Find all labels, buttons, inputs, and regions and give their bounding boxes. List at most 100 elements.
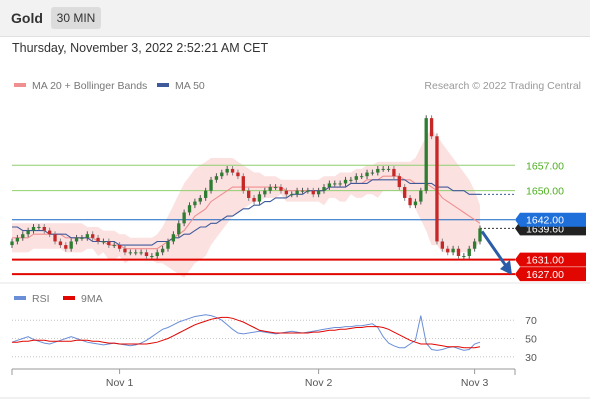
candle-body — [171, 234, 176, 242]
candle-body — [456, 248, 461, 256]
candle-body — [279, 187, 283, 191]
pivot-tag — [515, 212, 586, 227]
candle-body — [263, 190, 267, 195]
candle-body — [74, 237, 79, 242]
candle-body — [322, 187, 326, 191]
candle-body — [177, 223, 181, 235]
candle-body — [311, 190, 315, 195]
candle-body — [166, 241, 170, 249]
candle-body — [446, 248, 450, 253]
credit-text: Research © 2022 Trading Central — [424, 80, 581, 92]
candle-body — [284, 190, 289, 195]
rsi-tick-label: 70 — [525, 315, 537, 327]
support-4-tag-label: 1631.00 — [526, 255, 564, 267]
candle-body — [230, 168, 235, 173]
candle-body — [338, 183, 342, 185]
candle-body — [58, 241, 63, 246]
candle-body — [69, 241, 73, 249]
candle-body — [413, 201, 418, 206]
candle-body — [241, 176, 245, 191]
candle-body — [435, 136, 439, 242]
candle-body — [123, 248, 127, 253]
forecast-arrow-shaft — [480, 230, 508, 267]
candle-body — [257, 194, 262, 202]
candle-body — [376, 168, 380, 173]
resistance-label-1: 1650.00 — [526, 186, 564, 198]
9ma-swatch — [63, 296, 75, 301]
candle-body — [472, 241, 477, 249]
candle-body — [203, 190, 208, 198]
candle-body — [273, 187, 278, 189]
candle-body — [343, 179, 348, 184]
candle-body — [187, 205, 192, 213]
candle-body — [160, 248, 165, 253]
candle-body — [403, 187, 407, 198]
legend-9ma: 9MA — [63, 293, 103, 305]
ma50-line — [12, 179, 480, 246]
support-4-tag — [515, 252, 586, 267]
candle-body — [268, 187, 272, 191]
x-tick-label: Nov 2 — [305, 377, 333, 389]
top-bar: Gold 30 MIN — [0, 0, 590, 37]
candle-body — [139, 252, 143, 254]
candle-body — [31, 226, 36, 231]
support-5-tag-label: 1627.00 — [526, 269, 564, 281]
candle-body — [440, 241, 445, 249]
candle-body — [408, 197, 412, 206]
candle-body — [117, 245, 122, 249]
rsi-tick-label: 50 — [525, 334, 537, 346]
candle-body — [134, 252, 138, 254]
ma20-line — [12, 175, 481, 250]
legend-ma50: MA 50 — [157, 80, 205, 92]
candle-body — [252, 197, 256, 202]
candle-body — [467, 248, 471, 256]
candle-body — [419, 190, 423, 202]
pivot-tag-label: 1642.00 — [526, 215, 564, 227]
rsi-swatch — [14, 296, 26, 301]
bollinger-band — [12, 129, 480, 278]
candle-body — [26, 230, 30, 235]
candle-body — [236, 172, 240, 177]
candle-body — [386, 168, 391, 170]
candle-body — [53, 234, 57, 242]
candle-body — [306, 190, 310, 192]
candle-body — [397, 176, 401, 188]
candle-body — [290, 194, 294, 196]
ma50-swatch — [157, 83, 169, 88]
candle-body — [333, 183, 337, 185]
rsi-ma-line — [12, 316, 481, 349]
candle-body — [85, 234, 89, 238]
candle-body — [392, 168, 396, 177]
timeframe-button[interactable]: 30 MIN — [51, 7, 101, 29]
candle-body — [220, 172, 224, 177]
candle-body — [300, 190, 305, 192]
candle-body — [365, 172, 369, 177]
candle-body — [316, 190, 321, 195]
candle-body — [37, 226, 41, 228]
candle-body — [327, 183, 332, 188]
candle-body — [101, 241, 106, 243]
timestamp: Thursday, November 3, 2022 2:52:21 AM CE… — [12, 41, 269, 55]
candle-body — [150, 255, 154, 257]
candle-body — [193, 201, 197, 206]
candle-body — [225, 168, 229, 173]
candle-body — [359, 176, 364, 178]
candle-body — [21, 234, 25, 238]
candle-body — [370, 172, 375, 174]
candle-body — [47, 230, 52, 235]
candle-body — [247, 190, 251, 198]
candle-body — [429, 118, 434, 137]
ma20-swatch — [14, 83, 26, 88]
candle-body — [462, 255, 466, 257]
ma20-legend-label: MA 20 + Bollinger Bands — [32, 80, 148, 92]
candle-body — [144, 252, 149, 256]
ma50-legend-label: MA 50 — [175, 80, 205, 92]
rsi-tick-label: 30 — [525, 352, 537, 364]
candle-body — [214, 176, 219, 180]
candle-body — [64, 245, 68, 249]
candle-body — [10, 241, 14, 246]
candle-body — [349, 179, 353, 181]
candle-body — [478, 228, 482, 242]
support-5-tag — [515, 267, 586, 282]
